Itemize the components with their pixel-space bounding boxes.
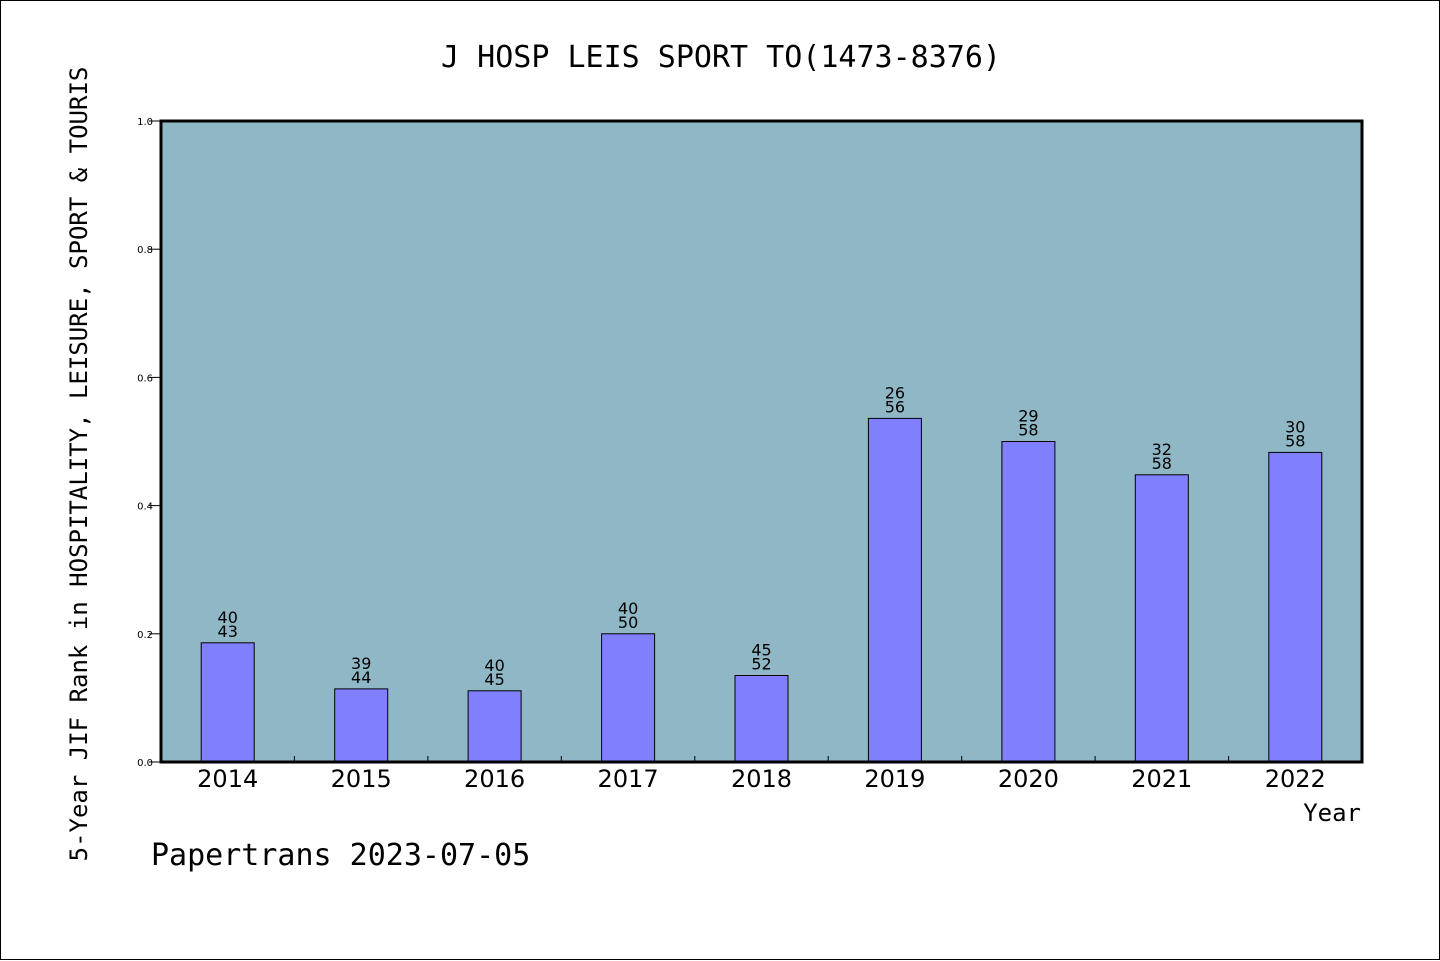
bar-total-label: 44 [351,668,371,687]
bar-total-label: 56 [885,397,905,416]
x-tick-label: 2017 [598,765,659,793]
y-tick-label: 0.2 [137,630,153,641]
bar [867,417,922,763]
y-tick-label: 1.0 [137,117,153,128]
bar-rank-label: 45 [751,641,771,660]
bar-total-label: 58 [1285,431,1305,450]
bar-total-label: 45 [484,670,504,689]
bar-rank-label: 26 [885,383,905,402]
bar-rank-label: 40 [484,656,504,675]
bar [1134,474,1189,763]
x-tick-label: 2014 [197,765,258,793]
x-tick-label: 2022 [1265,765,1326,793]
x-tick-label: 2018 [731,765,792,793]
chart-title: J HOSP LEIS SPORT TO(1473-8376) [441,40,1001,75]
bar [601,633,656,763]
bar [1001,441,1056,763]
y-axis-label: 5-Year JIF Rank in HOSPITALITY, LEISURE,… [65,67,93,862]
bar-rank-label: 30 [1285,417,1305,436]
y-tick-label: 0.0 [137,758,153,769]
y-tick-label: 0.6 [137,373,153,384]
bar [200,642,255,763]
bar-total-label: 52 [751,655,771,674]
bar [1268,451,1323,763]
footer-credit: Papertrans 2023-07-05 [151,838,530,873]
plot-border [159,119,1364,764]
x-tick-label: 2021 [1131,765,1192,793]
ticks-layer: 2014 2015 2016 2017 2018 2019 2020 2021 2022 0.0 0… [137,117,1326,793]
bar-rank-label: 32 [1152,440,1172,459]
bar-rank-label: 39 [351,654,371,673]
bar-total-label: 58 [1152,454,1172,473]
y-tick-label: 0.4 [137,502,153,513]
x-axis-label: Year [1303,799,1361,827]
bar [334,688,389,763]
x-tick-label: 2019 [864,765,925,793]
bar-rank-label: 29 [1018,407,1038,426]
bar-total-label: 43 [218,622,238,641]
x-tick-label: 2020 [998,765,1059,793]
bar-total-label: 50 [618,613,638,632]
x-tick-label: 2016 [464,765,525,793]
bar-rank-label: 40 [218,608,238,627]
y-tick-label: 0.8 [137,245,153,256]
bar-rank-label: 40 [618,599,638,618]
bar-total-label: 58 [1018,421,1038,440]
bar [467,690,522,763]
x-tick-label: 2015 [331,765,392,793]
bar [734,675,789,763]
